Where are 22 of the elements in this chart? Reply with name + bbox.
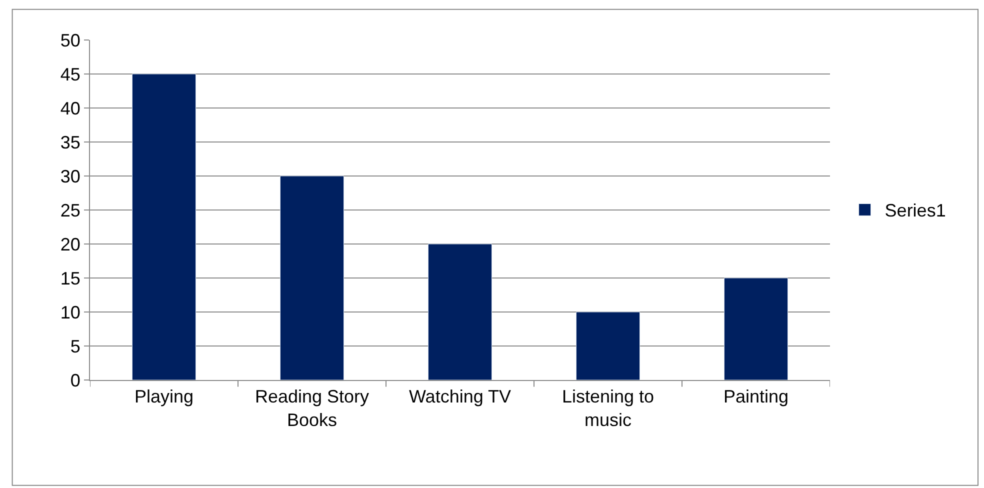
y-tick-label: 30 (60, 166, 80, 186)
y-tick-label: 0 (70, 370, 80, 390)
x-tick-label: Playing (134, 386, 194, 407)
x-tick-label: Painting (723, 386, 789, 407)
bar (280, 176, 344, 380)
y-tick-label: 35 (60, 132, 80, 152)
y-tick-label: 40 (60, 98, 80, 118)
y-tick-label: 5 (70, 336, 80, 356)
y-tick-label: 50 (60, 30, 80, 50)
y-tick-label: 45 (60, 64, 80, 84)
bar (132, 74, 196, 380)
y-tick-label: 15 (60, 268, 80, 288)
x-tick-label: Listening to music (562, 386, 654, 430)
bar (428, 244, 492, 380)
bar (576, 312, 640, 380)
y-tick-label: 25 (60, 200, 80, 220)
bar (724, 278, 788, 380)
y-tick-label: 10 (60, 302, 80, 322)
legend-label: Series1 (884, 200, 946, 221)
x-tick-label: Reading Story Books (254, 386, 370, 430)
x-tick-label: Watching TV (408, 386, 512, 407)
y-tick-label: 20 (60, 234, 80, 254)
